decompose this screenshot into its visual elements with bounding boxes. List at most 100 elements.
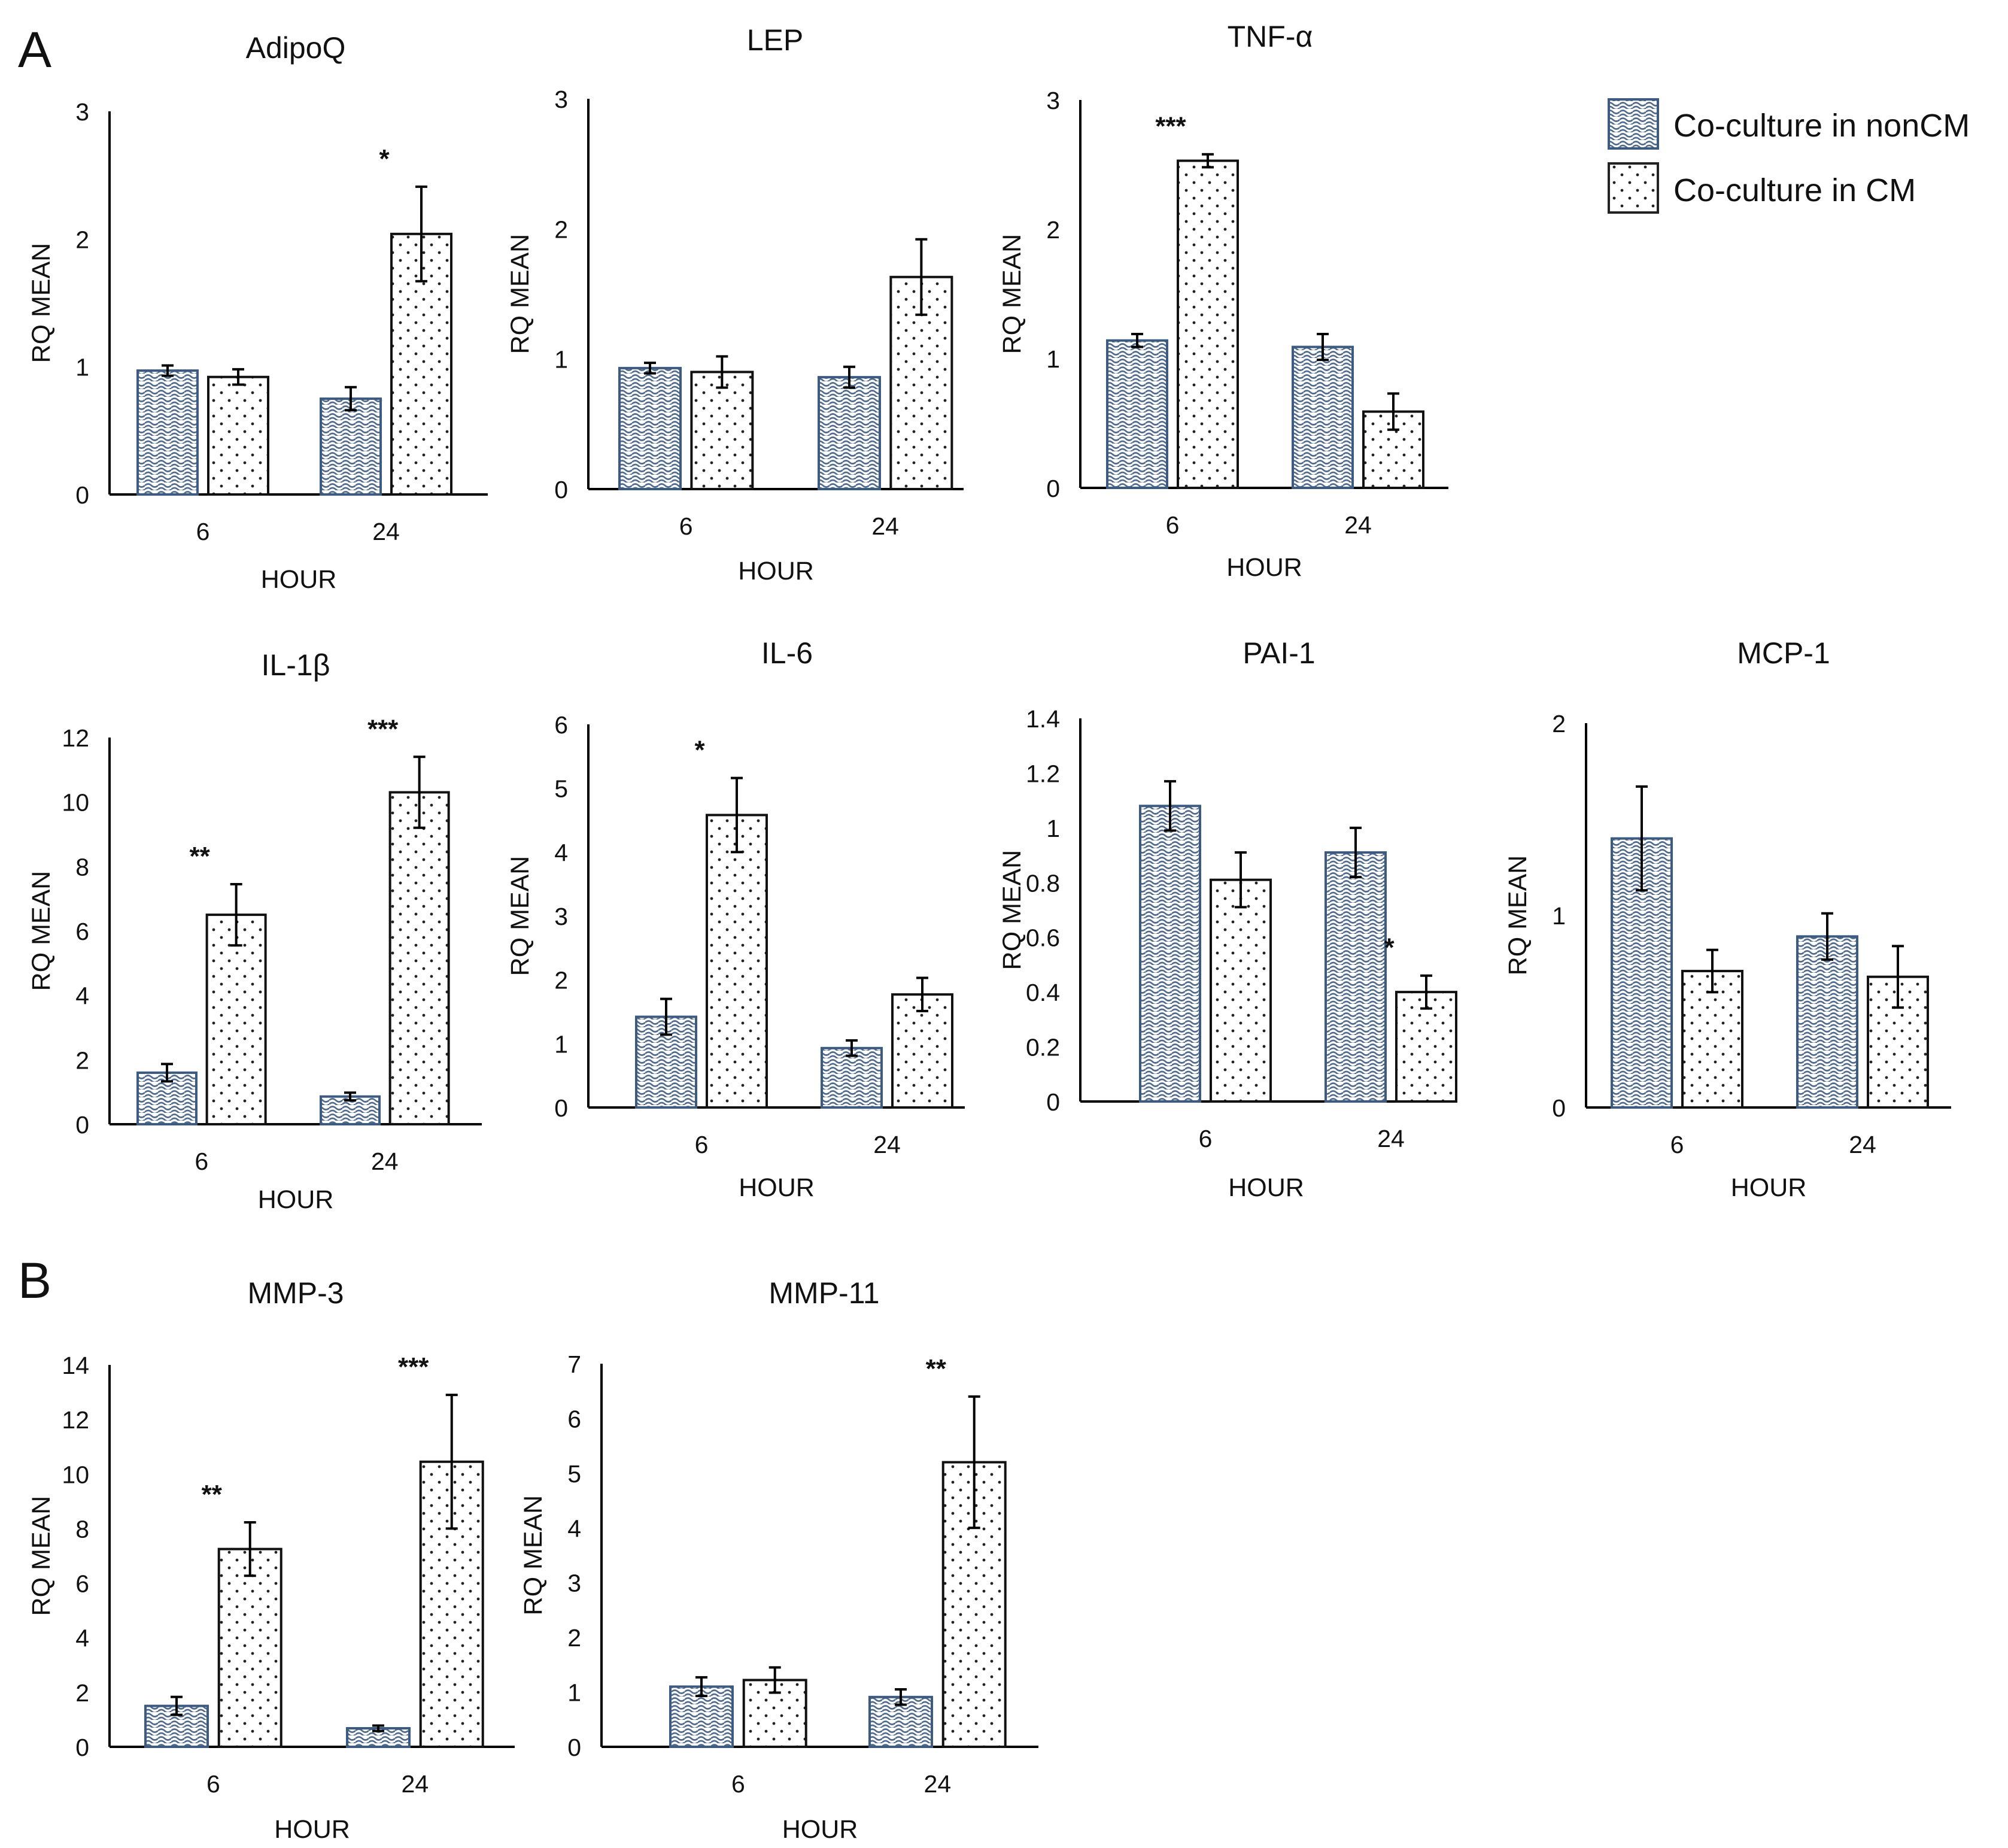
y-tick-label: 3: [554, 86, 568, 113]
legend: Co-culture in nonCM Co-culture in CM: [1608, 98, 1970, 214]
y-tick-label: 8: [75, 1515, 89, 1543]
x-tick-label: 24: [1377, 1125, 1405, 1152]
legend-swatch-cm: [1608, 162, 1659, 214]
chart-title: AdipoQ: [246, 31, 346, 65]
x-tick-label: 24: [1344, 511, 1372, 539]
y-tick-label: 1: [1552, 902, 1566, 930]
y-tick-label: 8: [75, 853, 89, 881]
y-tick-label: 12: [62, 724, 89, 752]
bar-noncm-24h: [1292, 345, 1354, 489]
x-tick-label: 6: [731, 1770, 745, 1798]
y-tick-label: 3: [567, 1570, 581, 1597]
x-tick-label: 24: [371, 1148, 399, 1175]
bar-cm-6h: [207, 375, 269, 496]
chart-title: IL-1β: [262, 648, 330, 682]
y-axis-label: RQ MEAN: [27, 243, 56, 363]
chart-title: IL-6: [761, 636, 813, 670]
x-tick-label: 24: [924, 1770, 952, 1798]
y-tick-label: 6: [554, 711, 568, 739]
x-tick-label: 6: [196, 518, 210, 545]
y-tick-label: 5: [554, 775, 568, 803]
y-tick-label: 3: [1046, 87, 1060, 114]
x-axis-label: HOUR: [1228, 1173, 1304, 1202]
y-tick-label: 4: [75, 982, 89, 1010]
y-tick-label: 0: [75, 1111, 89, 1139]
x-axis-label: HOUR: [274, 1815, 350, 1844]
significance-marker: *: [1384, 933, 1395, 963]
y-tick-label: 1: [1046, 815, 1060, 842]
y-tick-label: 5: [567, 1460, 581, 1488]
y-tick-label: 14: [62, 1352, 89, 1379]
bar-cm-24h: [388, 791, 450, 1126]
significance-marker: *: [694, 736, 705, 765]
significance-marker: **: [202, 1480, 223, 1509]
y-tick-label: 0: [1046, 475, 1060, 502]
bar-noncm-6h: [618, 366, 682, 490]
y-axis-label: RQ MEAN: [998, 234, 1026, 354]
bar-cm-6h: [1177, 159, 1239, 489]
y-axis-label: RQ MEAN: [519, 1495, 548, 1616]
significance-marker: ***: [367, 714, 399, 744]
x-tick-label: 6: [195, 1148, 208, 1175]
x-tick-label: 24: [871, 512, 899, 540]
y-tick-label: 4: [75, 1625, 89, 1652]
y-tick-label: 1: [567, 1679, 581, 1707]
x-tick-label: 24: [372, 518, 400, 545]
x-tick-label: 24: [402, 1770, 429, 1798]
x-tick-label: 24: [873, 1131, 901, 1158]
bar-noncm-6h: [136, 369, 199, 496]
significance-marker: **: [926, 1354, 947, 1383]
x-tick-label: 6: [1670, 1131, 1684, 1158]
y-tick-label: 3: [554, 903, 568, 930]
x-axis-label: HOUR: [782, 1815, 858, 1844]
y-tick-label: 12: [62, 1406, 89, 1434]
y-axis-label: RQ MEAN: [27, 871, 56, 991]
chart-2: TNF-α 0 1 2 3 RQ MEAN 6 24 *** HOUR: [998, 20, 1448, 582]
y-tick-label: 2: [567, 1624, 581, 1652]
x-tick-label: 6: [679, 512, 693, 540]
bar-noncm-6h: [1106, 339, 1168, 490]
x-axis-label: HOUR: [261, 565, 337, 594]
x-axis-label: HOUR: [739, 1173, 815, 1202]
bar-noncm-24h: [346, 1727, 411, 1749]
chart-4: IL-6 0 1 2 3 4 5 6 RQ MEAN 6 24 * HOUR: [506, 636, 965, 1202]
bar-noncm-24h: [818, 376, 881, 490]
y-tick-label: 6: [567, 1405, 581, 1433]
bar-cm-6h: [706, 814, 768, 1109]
y-tick-label: 2: [554, 216, 568, 243]
y-tick-label: 0.4: [1026, 979, 1060, 1006]
y-tick-label: 1: [75, 354, 89, 381]
x-tick-label: 6: [1166, 511, 1180, 539]
y-tick-label: 0: [1552, 1094, 1566, 1122]
y-tick-label: 2: [75, 226, 89, 253]
panel-label-b: B: [18, 1252, 51, 1309]
y-tick-label: 1: [554, 1030, 568, 1058]
x-tick-label: 24: [1849, 1131, 1876, 1158]
y-axis-label: RQ MEAN: [506, 234, 534, 354]
y-tick-label: 6: [75, 1570, 89, 1598]
x-axis-label: HOUR: [258, 1185, 334, 1214]
y-tick-label: 7: [567, 1351, 581, 1378]
y-tick-label: 2: [1552, 710, 1566, 738]
panel-label-a: A: [18, 22, 51, 78]
y-axis-label: RQ MEAN: [506, 856, 534, 976]
y-tick-label: 0.6: [1026, 924, 1060, 952]
bar-cm-6h: [1681, 970, 1743, 1109]
y-tick-label: 2: [75, 1679, 89, 1707]
significance-marker: ***: [1155, 112, 1186, 141]
chart-5: PAI-1 0 0.2 0.4 0.6 0.8 1 1.2 1.4 RQ MEAN 6 24 * HOUR: [998, 636, 1457, 1202]
y-tick-label: 0.2: [1026, 1034, 1060, 1061]
x-axis-label: HOUR: [738, 557, 814, 585]
x-axis-label: HOUR: [1226, 553, 1302, 582]
bar-noncm-24h: [1796, 935, 1858, 1109]
chart-title: MMP-3: [247, 1276, 344, 1310]
bar-cm-24h: [891, 993, 953, 1109]
y-tick-label: 1: [1046, 345, 1060, 373]
y-tick-label: 0: [1046, 1088, 1060, 1116]
bar-noncm-6h: [1611, 837, 1673, 1109]
y-tick-label: 0: [75, 1734, 89, 1761]
y-tick-label: 6: [75, 918, 89, 945]
